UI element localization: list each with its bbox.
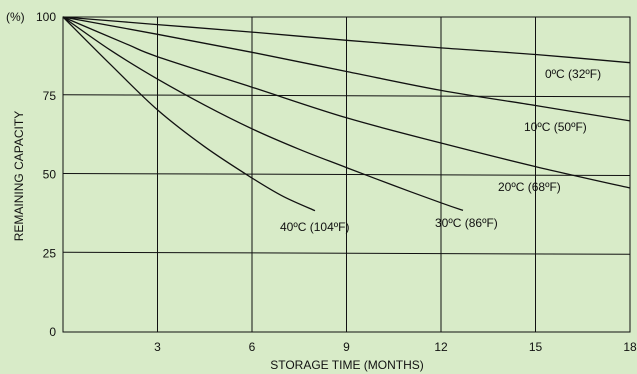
series-label-1: 10ºC (50ºF): [524, 120, 587, 134]
x-tick-label-18: 18: [623, 340, 637, 354]
x-axis-title: STORAGE TIME (MONTHS): [270, 358, 424, 372]
series-line-3: [62, 16, 464, 212]
series-label-0: 0ºC (32ºF): [545, 67, 601, 81]
series-line-2: [62, 16, 631, 189]
x-tick-label-12: 12: [434, 340, 448, 354]
y-tick-label-75: 75: [43, 89, 57, 103]
series-label-4: 40ºC (104ºF): [280, 220, 349, 234]
series-line-4: [62, 16, 316, 212]
y-axis-title: REMAINING CAPACITY: [12, 111, 26, 241]
grid: [62, 17, 631, 332]
x-tick-label-3: 3: [154, 340, 161, 354]
x-tick-label-15: 15: [529, 340, 543, 354]
series-labels: 0ºC (32ºF) 10ºC (50ºF) 20ºC (68ºF) 30ºC (86…: [280, 67, 601, 234]
x-tick-label-9: 9: [343, 340, 350, 354]
x-tick-label-6: 6: [249, 340, 256, 354]
y-tick-label-25: 25: [43, 246, 57, 260]
plot-frame: [62, 16, 631, 333]
series-label-3: 30ºC (86ºF): [435, 216, 498, 230]
series-line-0: [62, 16, 631, 64]
series-label-2: 20ºC (68ºF): [498, 180, 561, 194]
y-tick-label-0: 0: [49, 325, 56, 339]
series-lines: [62, 16, 631, 212]
y-tick-label-100: 100: [36, 10, 56, 24]
axes: 0 25 50 75 100 3 6 9 12 15 18: [36, 10, 637, 354]
y-unit-label: (%): [6, 10, 25, 24]
series-line-1: [62, 16, 631, 122]
y-tick-label-50: 50: [43, 168, 57, 182]
